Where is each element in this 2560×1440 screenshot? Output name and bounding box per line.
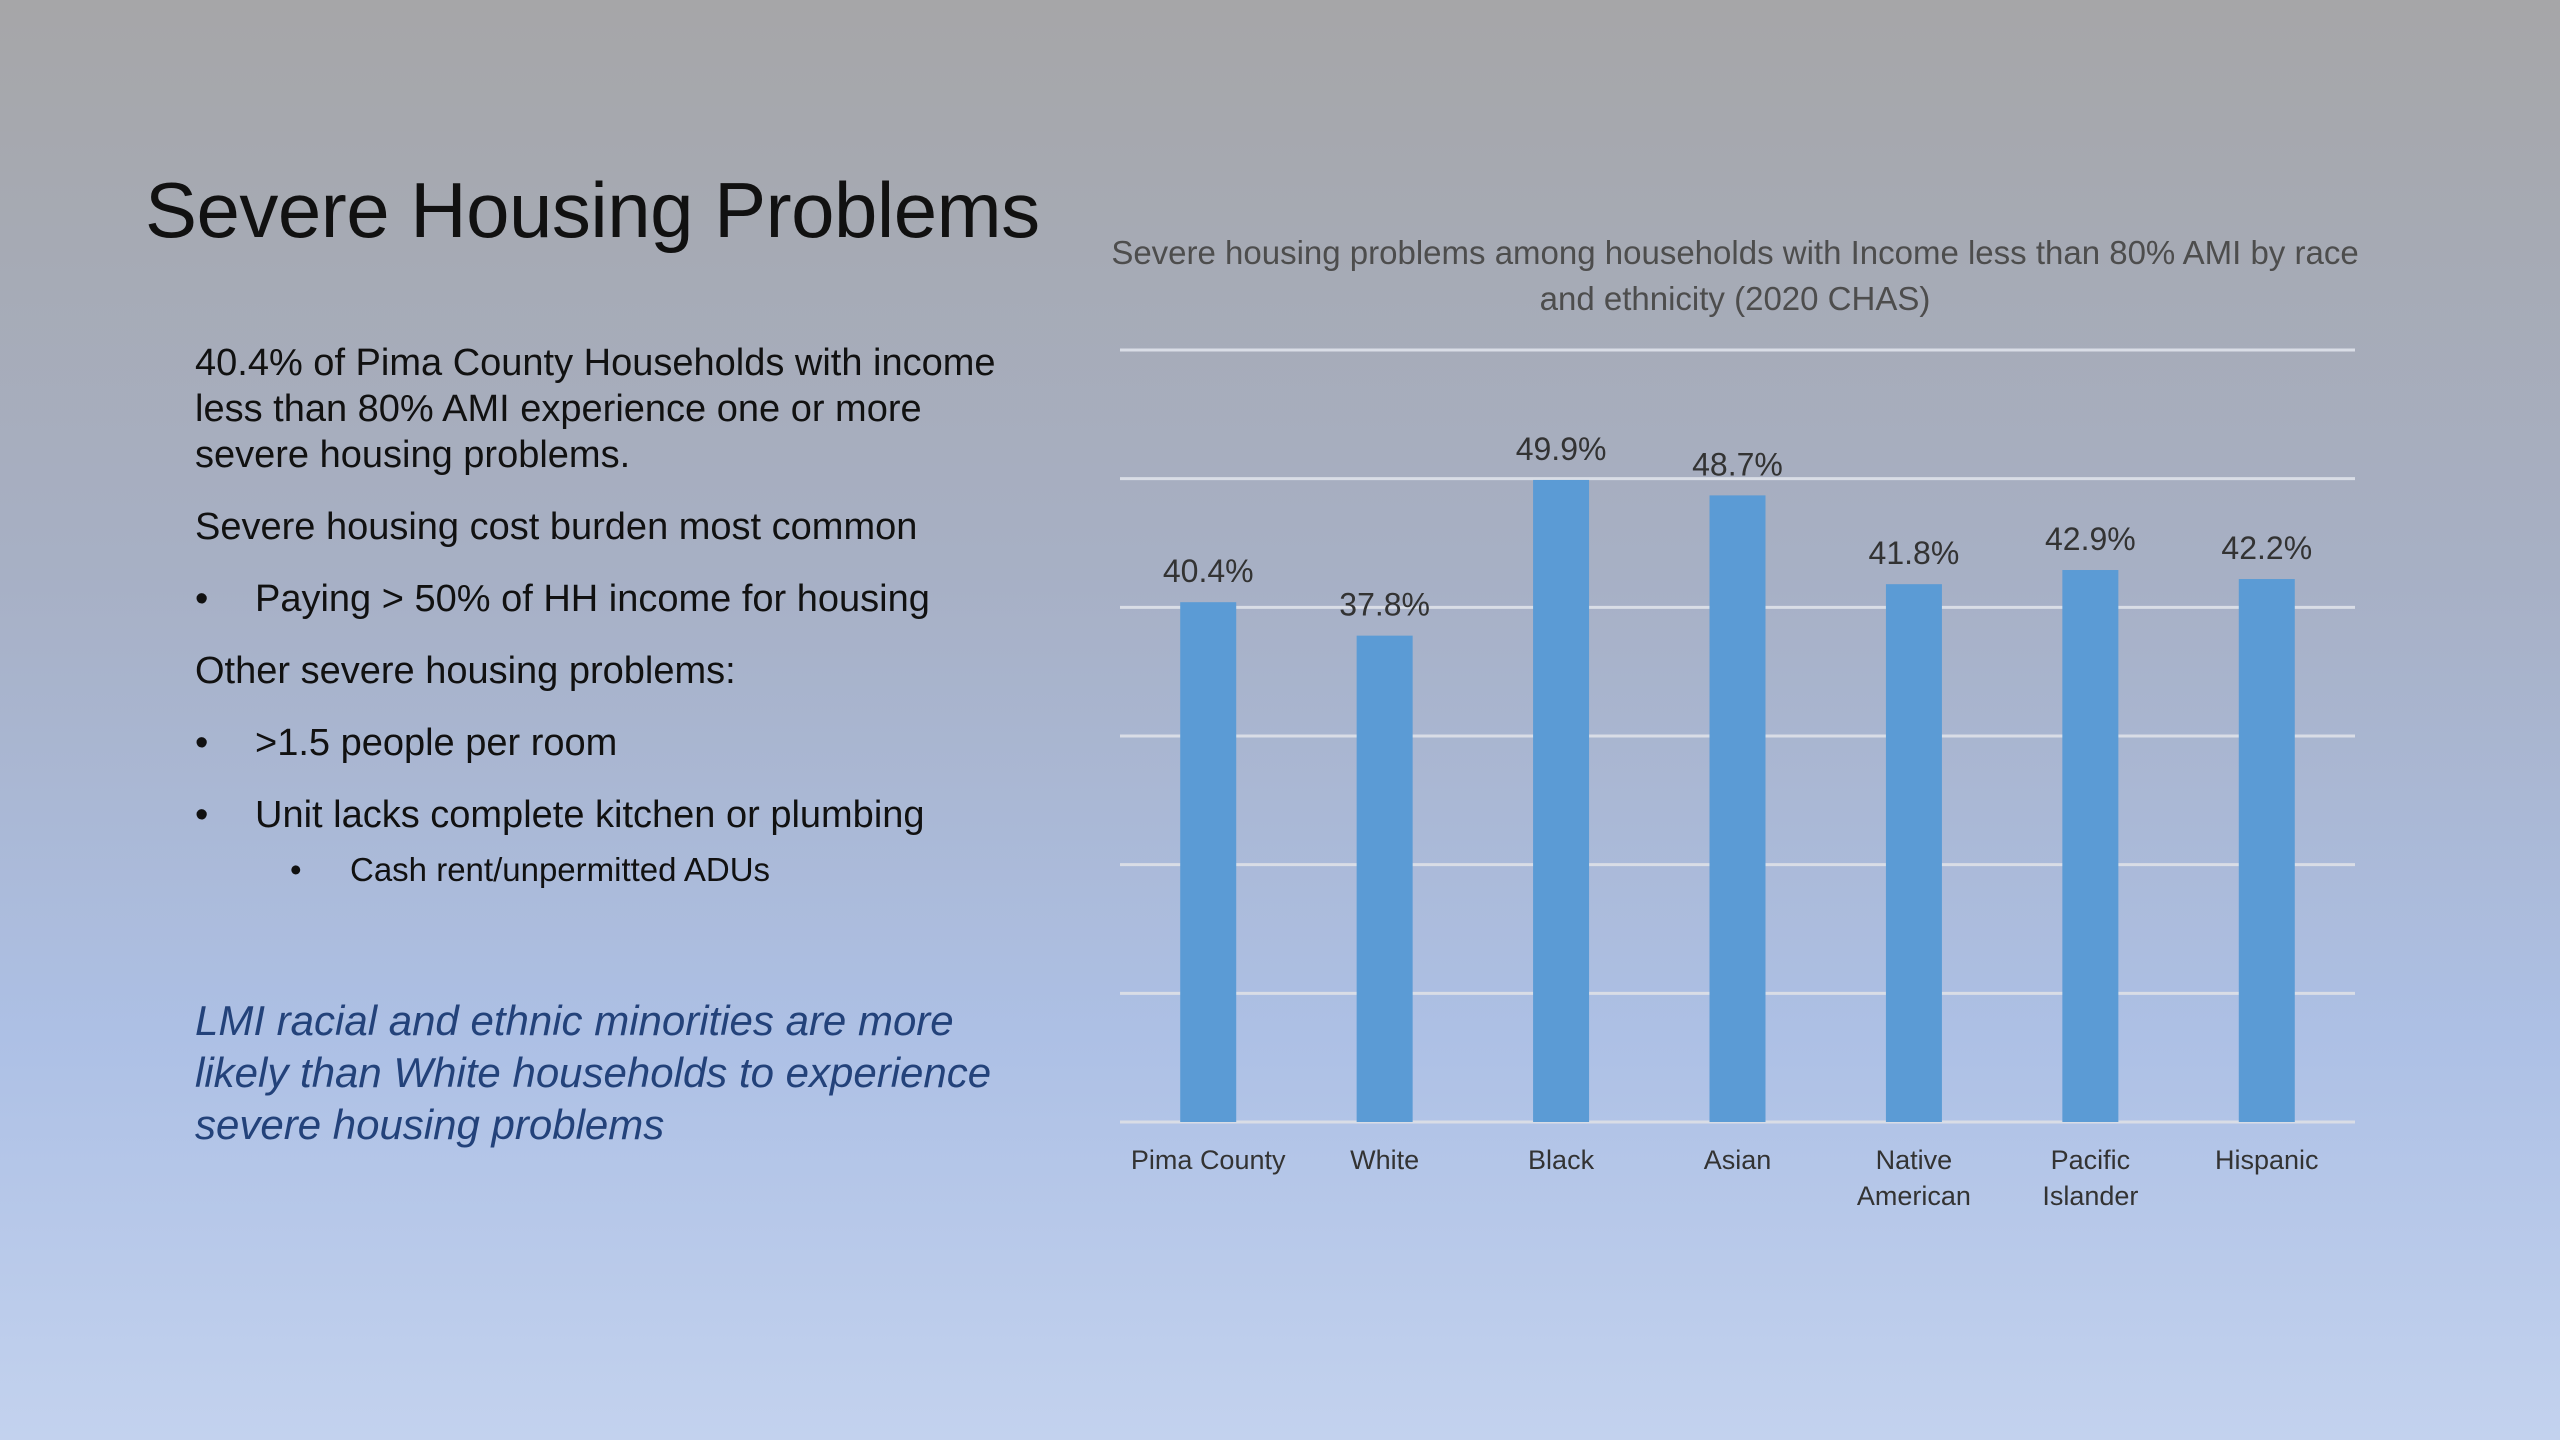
data-label: 42.9% [2045, 521, 2136, 557]
bar [1180, 602, 1237, 1122]
x-tick-label: Hispanic [2215, 1145, 2319, 1175]
x-tick-label: Pacific [2051, 1145, 2131, 1175]
bullet-glyph: • [195, 794, 209, 836]
bullet-text: Paying > 50% of HH income for housing [255, 578, 930, 620]
bullet-item: • Paying > 50% of HH income for housing [195, 576, 1015, 622]
x-tick-label: Asian [1704, 1145, 1772, 1175]
bullet-glyph: • [195, 578, 209, 620]
bar [1885, 584, 1942, 1122]
bar [1356, 635, 1413, 1122]
other-problems-heading: Other severe housing problems: [195, 650, 736, 692]
cost-burden-heading: Severe housing cost burden most common [195, 506, 918, 548]
x-tick-label: American [1857, 1181, 1971, 1211]
bullet-item: • Unit lacks complete kitchen or plumbin… [195, 792, 1015, 838]
x-tick-label: Pima County [1131, 1145, 1286, 1175]
sub-bullet-item: • Cash rent/unpermitted ADUs [195, 850, 1015, 890]
x-tick-label: Native [1876, 1145, 1953, 1175]
slide-title: Severe Housing Problems [145, 166, 1040, 254]
bullet-glyph: • [195, 722, 209, 764]
slide-body: 40.4% of Pima County Households with inc… [195, 340, 1015, 890]
bar [2238, 579, 2295, 1122]
intro-text: 40.4% of Pima County Households with inc… [195, 342, 996, 476]
chart-title: Severe housing problems among households… [1111, 234, 2359, 317]
bullet-item: • >1.5 people per room [195, 720, 1015, 766]
data-label: 49.9% [1516, 431, 1607, 467]
bar [2062, 570, 2119, 1122]
bullet-text: Unit lacks complete kitchen or plumbing [255, 794, 925, 836]
sub-bullet-text: Cash rent/unpermitted ADUs [350, 851, 771, 888]
conclusion-note: LMI racial and ethnic minorities are mor… [195, 997, 992, 1148]
x-tick-label: Islander [2042, 1181, 2138, 1211]
data-label: 48.7% [1692, 446, 1783, 482]
chart-svg: 40.4% Pima County 37.8% White 49.9% Black 48.7… [1120, 348, 2355, 1211]
data-label: 40.4% [1163, 553, 1254, 589]
bullet-text: >1.5 people per room [255, 722, 618, 764]
bar [1533, 479, 1590, 1122]
x-tick-label: Black [1528, 1145, 1595, 1175]
x-tick-label: White [1350, 1145, 1419, 1175]
bar [1709, 495, 1766, 1123]
data-label: 42.2% [2221, 530, 2312, 566]
data-label: 41.8% [1869, 535, 1960, 571]
data-label: 37.8% [1339, 587, 1430, 623]
bar-chart: 40.4% Pima County 37.8% White 49.9% Black 48.7… [1110, 220, 2390, 1240]
bullet-glyph: • [290, 851, 302, 888]
